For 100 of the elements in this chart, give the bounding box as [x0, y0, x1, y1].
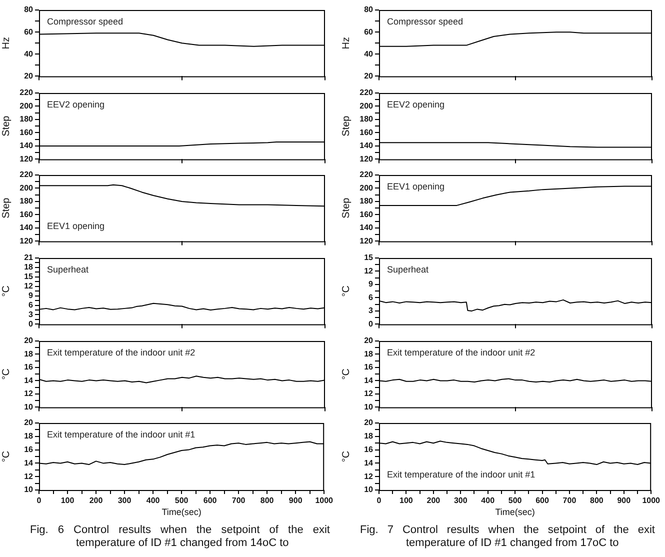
y-tick-label: 3	[368, 306, 374, 316]
y-tick-label: 14	[24, 376, 34, 385]
x-tick-label: 100	[60, 496, 75, 506]
y-tick-label: 18	[24, 349, 34, 358]
x-tick-label: 600	[203, 496, 218, 506]
y-tick-label: 180	[360, 196, 374, 206]
y-tick-label: 200	[360, 101, 374, 110]
x-tick-label: 300	[118, 496, 132, 506]
y-tick-label: 200	[360, 183, 374, 192]
y-tick-label: 220	[20, 88, 34, 98]
y-tick-label: 6	[368, 292, 374, 302]
y-tick-label: 60	[24, 27, 34, 36]
y-tick-label: 15	[364, 253, 374, 262]
y-tick-label: 16	[364, 362, 374, 372]
x-tick-label: 900	[617, 496, 632, 506]
y-tick-label: 120	[360, 236, 374, 246]
y-tick-label: 15	[24, 272, 34, 282]
y-tick-label: 18	[364, 349, 374, 358]
y-tick-label: 220	[360, 88, 374, 98]
y-axis-title: °C	[0, 450, 12, 462]
y-tick-label: 16	[24, 362, 34, 372]
x-tick-label: 400	[481, 496, 496, 506]
y-tick-label: 20	[364, 418, 374, 428]
y-axis-title: °C	[340, 368, 352, 380]
x-tick-label: 0	[36, 496, 42, 506]
annotation: Superheat	[47, 264, 90, 274]
x-tick-label: 800	[590, 496, 604, 506]
y-tick-label: 18	[24, 432, 34, 441]
y-tick-label: 0	[28, 319, 34, 328]
annotation: Compressor speed	[387, 16, 464, 26]
y-tick-label: 12	[364, 472, 374, 481]
x-tick-label: 500	[508, 496, 522, 506]
y-tick-label: 40	[24, 49, 34, 58]
y-tick-label: 18	[24, 262, 34, 272]
x-tick-label: 100	[400, 496, 414, 506]
y-tick-label: 180	[20, 196, 34, 206]
y-tick-label: 160	[360, 128, 374, 137]
x-tick-label: 1000	[315, 496, 334, 506]
y-tick-label: 0	[368, 319, 374, 328]
x-tick-label: 500	[174, 496, 189, 506]
x-axis-title: Time(sec)	[162, 507, 202, 518]
y-tick-label: 160	[20, 128, 34, 137]
y-tick-label: 14	[364, 376, 374, 385]
y-tick-label: 10	[24, 485, 34, 494]
annotation: EEV1 opening	[47, 221, 105, 232]
x-tick-label: 300	[454, 496, 468, 506]
x-tick-label: 900	[288, 496, 303, 506]
y-tick-label: 20	[24, 418, 34, 428]
y-tick-label: 160	[20, 210, 34, 219]
x-tick-label: 700	[562, 496, 577, 506]
y-tick-label: 10	[364, 402, 374, 412]
y-tick-label: 12	[364, 389, 374, 398]
y-tick-label: 140	[360, 141, 374, 150]
x-axis-title: Time(sec)	[495, 507, 535, 518]
y-tick-label: 20	[364, 336, 374, 346]
y-tick-label: 180	[360, 114, 374, 124]
y-tick-label: 3	[28, 310, 34, 319]
annotation: EEV2 opening	[47, 99, 105, 110]
y-tick-label: 40	[364, 49, 374, 58]
y-axis-title: °C	[0, 285, 12, 297]
y-tick-label: 180	[20, 114, 34, 124]
y-tick-label: 200	[20, 183, 34, 192]
y-axis-title: °C	[340, 285, 352, 297]
y-axis-title: Step	[340, 197, 352, 218]
y-tick-label: 160	[360, 210, 374, 219]
y-tick-label: 80	[364, 5, 374, 14]
y-tick-label: 12	[364, 266, 374, 276]
y-tick-label: 220	[360, 170, 374, 180]
y-tick-label: 12	[24, 389, 34, 398]
annotation: Exit temperature of the indoor unit #2	[47, 347, 196, 358]
annotation: Exit temperature of the indoor unit #1	[387, 470, 536, 480]
y-tick-label: 16	[364, 445, 374, 454]
x-tick-label: 400	[146, 496, 160, 506]
y-tick-label: 9	[28, 291, 34, 300]
y-tick-label: 12	[24, 282, 34, 291]
y-tick-label: 14	[24, 458, 34, 468]
y-tick-label: 120	[360, 154, 374, 164]
y-tick-label: 20	[24, 336, 34, 346]
y-axis-title: Hz	[0, 36, 12, 50]
x-tick-label: 600	[536, 496, 550, 506]
x-tick-label: 700	[232, 496, 246, 506]
x-tick-label: 200	[426, 496, 441, 506]
y-tick-label: 9	[368, 280, 374, 289]
y-tick-label: 80	[24, 5, 34, 14]
annotation: EEV1 opening	[387, 181, 445, 192]
y-tick-label: 6	[28, 300, 34, 310]
y-axis-title: Step	[340, 115, 352, 136]
annotation: Compressor speed	[47, 16, 124, 26]
y-tick-label: 120	[20, 154, 34, 164]
y-tick-label: 20	[24, 71, 34, 80]
annotation: Exit temperature of the indoor unit #2	[387, 347, 536, 358]
y-tick-label: 140	[20, 141, 34, 150]
x-tick-label: 1000	[642, 496, 661, 506]
y-axis-title: Step	[0, 115, 12, 136]
y-axis-title: Hz	[340, 36, 352, 50]
y-tick-label: 140	[20, 223, 34, 232]
y-axis-title: °C	[0, 368, 12, 380]
y-tick-label: 220	[20, 170, 34, 180]
y-tick-label: 18	[364, 432, 374, 441]
x-tick-label: 0	[376, 496, 382, 506]
